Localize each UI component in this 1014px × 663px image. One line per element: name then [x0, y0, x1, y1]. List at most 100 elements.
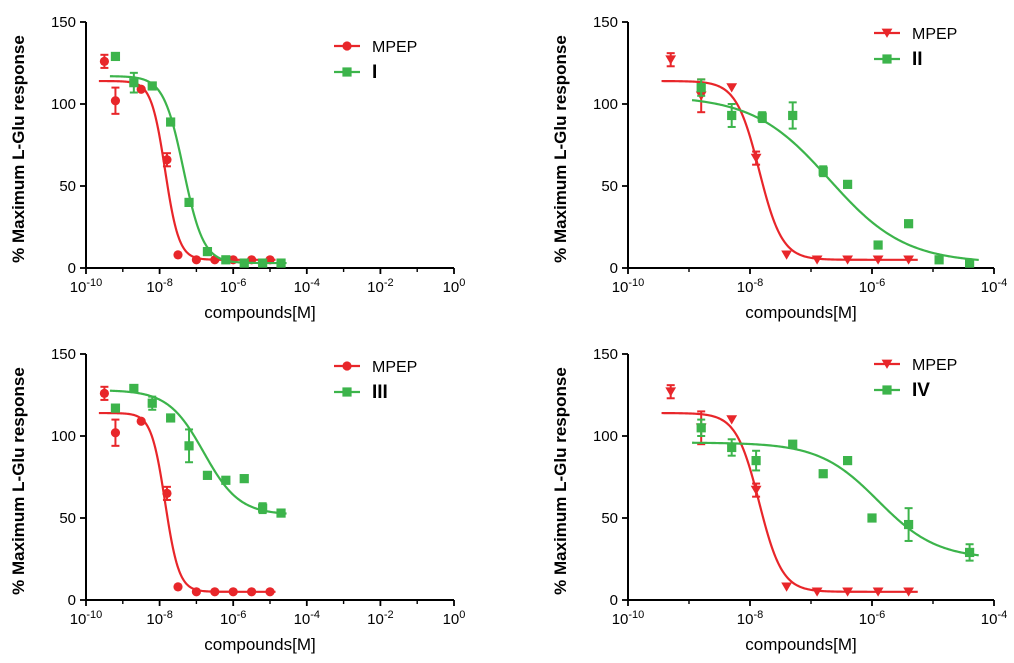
- chart-panel-3: 0 50 100 150 10-10 10-8 10-6 10-4 10-2 100 compoun…: [9, 346, 465, 654]
- data-point: [757, 112, 767, 122]
- data-point: [147, 81, 157, 91]
- legend-item-mpep: MPEP: [874, 26, 957, 43]
- y-tick-label: 50: [59, 178, 76, 195]
- data-point: [276, 508, 286, 518]
- x-tick-label: 10-4: [294, 609, 320, 628]
- legend-marker: [882, 54, 892, 64]
- data-point: [276, 258, 286, 268]
- chart-panel-4: 0 50 100 150 10-10 10-8 10-6 10-4 compounds[M] % …: [551, 346, 1007, 654]
- data-point: [99, 56, 109, 66]
- data-point: [903, 587, 914, 597]
- data-point: [221, 475, 231, 485]
- y-tick-label: 50: [601, 510, 618, 527]
- x-axis-label: compounds[M]: [204, 303, 316, 322]
- series-mpep: [98, 385, 276, 597]
- legend-item-iii: III: [334, 382, 388, 403]
- data-point: [696, 423, 706, 433]
- x-tick-label: 10-8: [737, 277, 763, 296]
- data-point: [221, 255, 231, 265]
- y-tick-label: 50: [59, 510, 76, 527]
- x-tick-label: 10-6: [220, 277, 246, 296]
- data-point: [904, 219, 914, 229]
- data-point: [166, 117, 176, 127]
- legend-label: III: [372, 382, 388, 403]
- x-axis-label: compounds[M]: [745, 303, 857, 322]
- x-tick-label: 100: [443, 277, 466, 296]
- x-tick-label: 10-10: [70, 277, 103, 296]
- fit-curve: [109, 75, 287, 265]
- y-tick-label: 150: [593, 346, 618, 363]
- x-tick-label: 10-4: [981, 277, 1007, 296]
- fit-curve: [692, 441, 979, 557]
- data-point: [258, 503, 268, 513]
- data-point: [727, 442, 737, 453]
- data-point: [665, 55, 677, 65]
- legend-marker: [881, 28, 893, 38]
- y-axis-label: % Maximum L-Glu response: [551, 35, 570, 263]
- legend-marker: [342, 67, 352, 77]
- legend-item-mpep: MPEP: [874, 357, 957, 374]
- x-tick-label: 10-4: [294, 277, 320, 296]
- y-tick-label: 100: [593, 428, 618, 445]
- y-tick-label: 50: [601, 178, 618, 195]
- data-point: [247, 587, 257, 597]
- data-point: [202, 247, 213, 257]
- x-tick-label: 10-6: [220, 609, 246, 628]
- series-mpep: [661, 384, 918, 597]
- data-point: [934, 255, 944, 265]
- chart-panel-1: 0 50 100 150 10-10 10-8 10-6 10-4 10-2 100 compoun…: [9, 14, 465, 322]
- data-point: [162, 488, 172, 498]
- data-point: [129, 383, 139, 394]
- data-point: [788, 439, 798, 449]
- legend-marker: [881, 359, 893, 369]
- y-tick-label: 150: [51, 346, 76, 363]
- series-i: [109, 51, 287, 268]
- legend-marker: [342, 41, 352, 51]
- legend-marker: [882, 385, 892, 395]
- y-tick-label: 0: [68, 592, 76, 609]
- fit-curve: [691, 99, 979, 262]
- data-point: [166, 413, 176, 423]
- x-tick-label: 100: [443, 609, 466, 628]
- x-tick-label: 10-6: [859, 277, 885, 296]
- data-point: [202, 470, 213, 480]
- series-ii: [691, 78, 979, 268]
- fit-curve: [98, 79, 276, 261]
- x-tick-label: 10-2: [367, 609, 393, 628]
- legend-item-i: I: [334, 62, 377, 83]
- legend-marker: [342, 361, 352, 371]
- y-axis-label: % Maximum L-Glu response: [9, 35, 28, 263]
- data-point: [904, 519, 914, 530]
- y-tick-label: 0: [610, 260, 618, 277]
- y-tick-label: 150: [593, 14, 618, 31]
- data-point: [781, 250, 792, 260]
- legend-item-mpep: MPEP: [334, 39, 417, 56]
- x-tick-label: 10-8: [146, 277, 172, 296]
- series-iv: [692, 418, 979, 562]
- fit-curve: [109, 389, 287, 515]
- chart-panel-2: 0 50 100 150 10-10 10-8 10-6 10-4 compounds[M] % …: [551, 14, 1007, 322]
- data-point: [184, 197, 194, 207]
- data-point: [110, 428, 121, 438]
- data-point: [239, 474, 249, 484]
- y-tick-label: 100: [593, 96, 618, 113]
- data-point: [173, 250, 183, 260]
- legend-label: MPEP: [912, 357, 957, 374]
- y-tick-label: 0: [68, 260, 76, 277]
- data-point: [811, 587, 823, 597]
- data-point: [147, 398, 157, 408]
- data-point: [665, 387, 677, 397]
- legend-label: IV: [912, 380, 930, 401]
- data-point: [811, 255, 823, 265]
- data-point: [162, 155, 172, 165]
- legend-label: II: [912, 49, 923, 70]
- data-point: [872, 255, 884, 265]
- fit-curve: [661, 411, 918, 593]
- data-point: [781, 582, 792, 592]
- data-point: [750, 485, 762, 495]
- data-point: [239, 258, 249, 268]
- data-point: [727, 110, 737, 121]
- x-tick-label: 10-10: [612, 277, 645, 296]
- x-axis-label: compounds[M]: [745, 635, 857, 654]
- data-point: [110, 51, 121, 62]
